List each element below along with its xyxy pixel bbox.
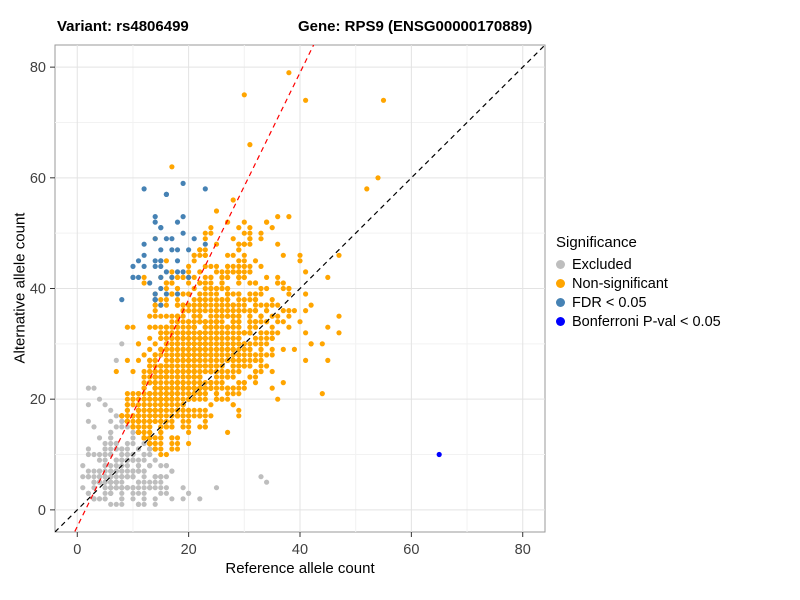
legend-item-bonferroni: Bonferroni P-val < 0.05 [556, 312, 721, 331]
svg-text:60: 60 [30, 171, 46, 187]
svg-text:80: 80 [515, 542, 531, 558]
nonsignificant-dot-icon [556, 279, 565, 288]
svg-text:40: 40 [292, 542, 308, 558]
series-0 [80, 324, 270, 507]
y-axis: 0 20 40 60 80 [30, 60, 55, 519]
legend: Significance Excluded Non-significant FD… [556, 234, 721, 331]
legend-label: FDR < 0.05 [572, 294, 647, 311]
bonferroni-dot-icon [556, 317, 565, 326]
svg-text:20: 20 [30, 392, 46, 408]
series-1 [113, 70, 387, 458]
legend-label: Bonferroni P-val < 0.05 [572, 313, 721, 330]
legend-item-excluded: Excluded [556, 255, 721, 274]
data-layer [55, 45, 545, 532]
x-axis-label: Reference allele count [225, 560, 375, 577]
legend-label: Excluded [572, 256, 632, 273]
excluded-dot-icon [556, 260, 565, 269]
svg-text:40: 40 [30, 282, 46, 298]
legend-item-nonsignificant: Non-significant [556, 274, 721, 293]
series-3 [436, 451, 442, 458]
variant-title: Variant: rs4806499 [57, 18, 189, 35]
gridlines [55, 45, 545, 532]
svg-text:80: 80 [30, 60, 46, 76]
series-2 [119, 180, 208, 308]
legend-item-fdr: FDR < 0.05 [556, 293, 721, 312]
svg-text:60: 60 [403, 542, 419, 558]
legend-title: Significance [556, 234, 637, 251]
fdr-dot-icon [556, 298, 565, 307]
x-axis: 0 20 40 60 80 [73, 532, 531, 558]
gene-title: Gene: RPS9 (ENSG00000170889) [298, 18, 533, 35]
legend-label: Non-significant [572, 275, 668, 292]
svg-text:20: 20 [181, 542, 197, 558]
svg-text:0: 0 [38, 503, 46, 519]
y-axis-label: Alternative allele count [11, 212, 29, 364]
refline-identity [55, 45, 545, 532]
svg-text:0: 0 [73, 542, 81, 558]
